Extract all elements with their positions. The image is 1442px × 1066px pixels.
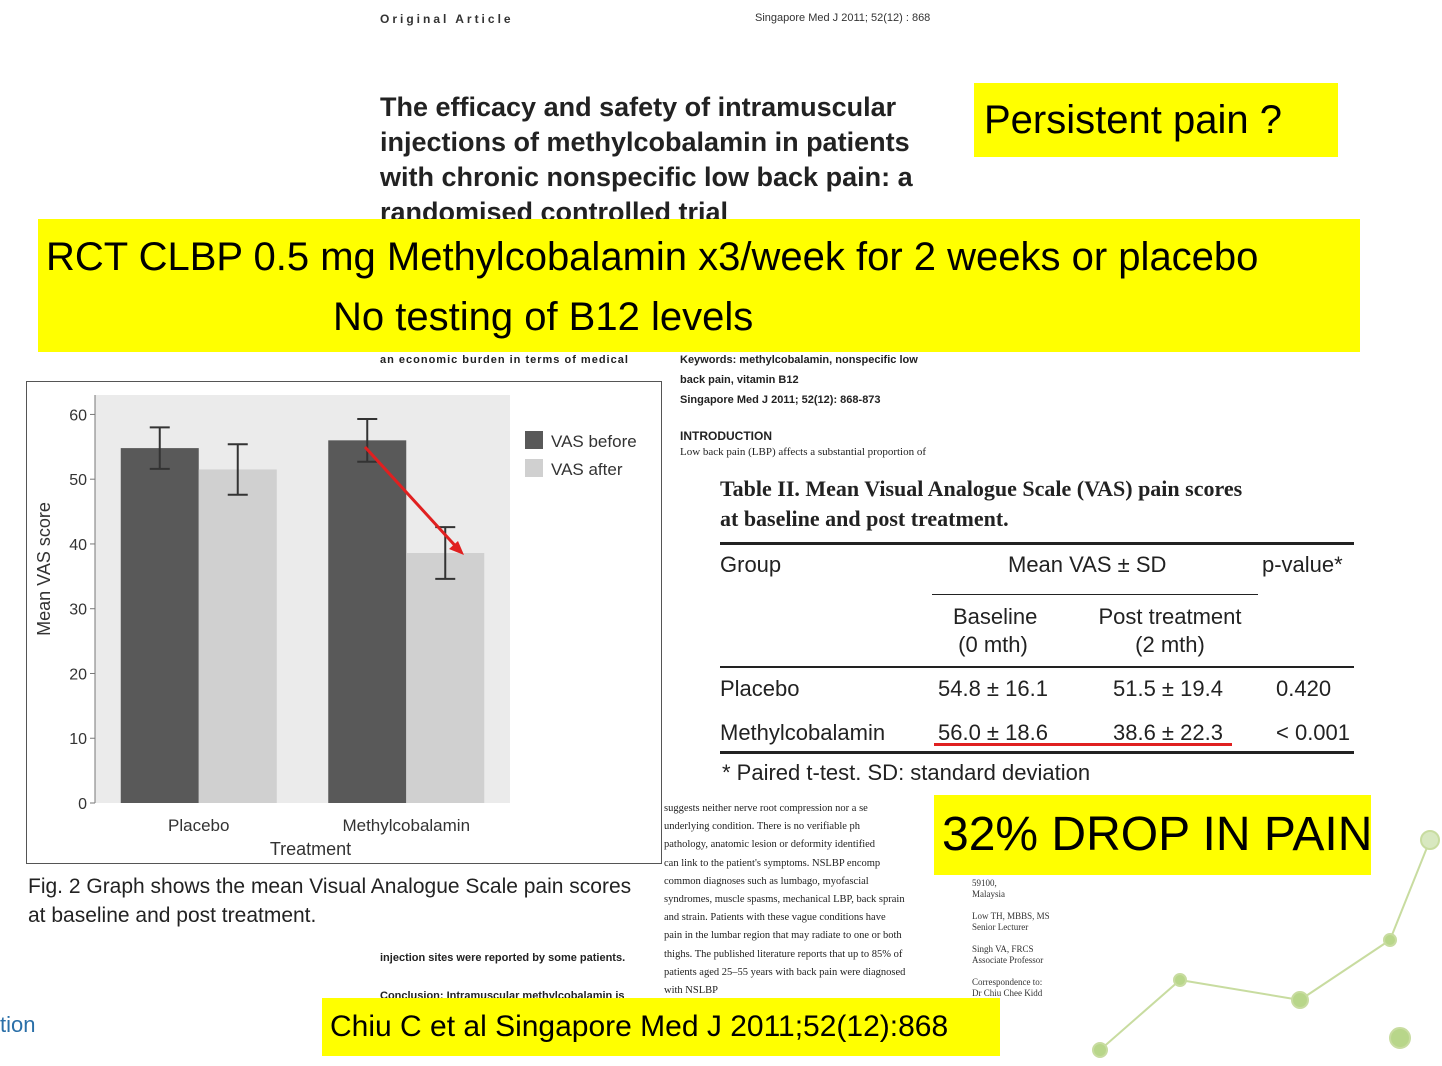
y-tick-label: 20 [69, 666, 87, 683]
summary-line: RCT CLBP 0.5 mg Methylcobalamin x3/week … [46, 235, 1259, 279]
paper-line: common diagnoses such as lumbago, myofas… [664, 875, 869, 887]
summary-callout: RCT CLBP 0.5 mg Methylcobalamin x3/week … [38, 219, 1360, 352]
paper-line: Senior Lecturer [972, 922, 1029, 932]
table: Table II. Mean Visual Analogue Scale (VA… [700, 470, 1360, 790]
paper-line: suggests neither nerve root compression … [664, 803, 868, 814]
paper-line: Low back pain (LBP) affects a substantia… [680, 446, 927, 458]
paper-line: Singh VA, FRCS [972, 944, 1034, 954]
table-cell: 54.8 ± 16.1 [938, 676, 1048, 701]
figure-caption: Fig. 2 Graph shows the mean Visual Analo… [28, 872, 631, 930]
paper-line: an economic burden in terms of medical [380, 354, 629, 366]
paper-line: Malaysia [972, 889, 1005, 899]
paper-line: Singapore Med J 2011; 52(12): 868-873 [680, 394, 881, 406]
footer-fragment: tion [0, 1012, 36, 1037]
journal-section: Original Article [380, 12, 514, 26]
legend-label: VAS before [551, 432, 637, 451]
table-cell: < 0.001 [1276, 720, 1351, 745]
table-subheader: Baseline [953, 604, 1038, 629]
paper-line: Correspondence to: [972, 977, 1043, 987]
annotation-arrow [363, 445, 462, 553]
reference-callout: Chiu C et al Singapore Med J 2011;52(12)… [322, 998, 1000, 1056]
paper-line: Low TH, MBBS, MS [972, 911, 1050, 921]
x-axis-label: Treatment [270, 839, 351, 859]
decoration [1092, 830, 1440, 1058]
result-callout: 32% DROP IN PAIN [934, 795, 1372, 875]
caption-line: Fig. 2 Graph shows the mean Visual Analo… [28, 875, 632, 898]
summary-line: No testing of B12 levels [333, 295, 754, 339]
paper-line: thighs. The published literature reports… [664, 948, 903, 960]
figure-chart: 0 10 20 30 40 50 60 Placebo Methylcobalamin VAS b… [26, 381, 662, 864]
bar [120, 448, 199, 803]
bar [198, 469, 277, 803]
table-caption: Table II. Mean Visual Analogue Scale (VA… [720, 476, 1243, 501]
title-line: with chronic nonspecific low back pain: … [380, 162, 913, 192]
y-axis-label: Mean VAS score [34, 502, 54, 636]
paper-line: pain in the lumbar region that may radia… [664, 930, 902, 942]
y-tick-label: 30 [69, 602, 87, 619]
y-tick-label: 60 [69, 407, 87, 424]
y-tick-label: 50 [69, 472, 87, 489]
paper-title: The efficacy and safety of intramuscular… [380, 90, 913, 230]
paper-line: with NSLBP [664, 985, 718, 996]
x-tick-label: Methylcobalamin [342, 816, 470, 835]
rule [720, 666, 1354, 668]
paper-line: pathology, anatomic lesion or deformity … [664, 839, 876, 851]
question-callout: Persistent pain ? [974, 83, 1338, 157]
table-cell: Methylcobalamin [720, 720, 886, 745]
rule [932, 594, 1258, 595]
paper-line: 59100, [972, 878, 997, 888]
paper-line: Dr Chiu Chee Kidd [972, 988, 1043, 998]
y-tick-label: 10 [69, 731, 87, 748]
bar [406, 553, 485, 803]
table-subheader: Post treatment [1098, 604, 1242, 629]
paper-line: Associate Professor [972, 955, 1044, 965]
journal-citation: Singapore Med J 2011; 52(12) : 868 [755, 12, 931, 24]
rule [720, 751, 1354, 754]
table-cell: Placebo [720, 676, 800, 701]
y-tick-label: 0 [78, 796, 87, 813]
table-header: Group [720, 552, 782, 577]
table-cell: 0.420 [1276, 676, 1332, 701]
legend-swatch [525, 459, 543, 477]
intro-heading: INTRODUCTION [680, 429, 772, 443]
table-subheader: (2 mth) [1135, 632, 1205, 657]
paper-line: injection sites were reported by some pa… [380, 952, 626, 964]
table-header: p-value* [1262, 552, 1343, 577]
x-tick-label: Placebo [168, 816, 229, 835]
title-line: injections of methylcobalamin in patient… [380, 127, 910, 157]
paper-line: syndromes, muscle spasms, mechanical LBP… [664, 894, 905, 905]
title-line: The efficacy and safety of intramuscular [380, 92, 897, 122]
paper-line: patients aged 25–55 years with back pain… [664, 966, 906, 978]
caption-line: at baseline and post treatment. [28, 904, 317, 927]
table-footnote: * Paired t-test. SD: standard deviation [722, 760, 1091, 785]
legend-swatch [525, 431, 543, 449]
table-caption: at baseline and post treatment. [720, 506, 1009, 531]
paper-line: underlying condition. There is no verifi… [664, 821, 861, 833]
table-subheader: (0 mth) [958, 632, 1028, 657]
table-cell: 38.6 ± 22.3 [1113, 720, 1223, 745]
legend-label: VAS after [551, 460, 623, 479]
paper-line: can link to the patient's symptoms. NSLB… [664, 857, 881, 869]
table-cell: 56.0 ± 18.6 [938, 720, 1048, 745]
y-tick-label: 40 [69, 537, 87, 554]
paper-line: and strain. Patients with these vague co… [664, 912, 886, 924]
paper-line: back pain, vitamin B12 [680, 374, 799, 386]
arrow-head [449, 541, 464, 555]
underline [934, 743, 1232, 746]
table-cell: 51.5 ± 19.4 [1113, 676, 1223, 701]
bar [328, 440, 407, 803]
paper-line: Keywords: methylcobalamin, nonspecific l… [680, 354, 918, 366]
rule [720, 542, 1354, 545]
table-header: Mean VAS ± SD [1008, 552, 1167, 577]
